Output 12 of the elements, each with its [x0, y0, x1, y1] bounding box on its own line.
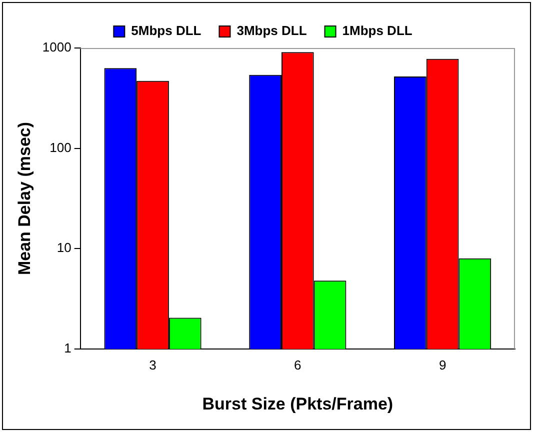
- y-tick-label: 10: [56, 240, 72, 256]
- y-tick-label: 1000: [42, 40, 72, 55]
- legend-label: 1Mbps DLL: [342, 23, 412, 38]
- y-tick-label: 100: [50, 140, 72, 155]
- x-axis-title: Burst Size (Pkts/Frame): [202, 394, 394, 414]
- legend-label: 3Mbps DLL: [236, 23, 307, 38]
- legend-label: 5Mbps DLL: [131, 23, 202, 38]
- x-tick-label: 6: [294, 357, 302, 372]
- y-tick-label: 1: [64, 340, 72, 356]
- x-tick-label: 3: [149, 357, 156, 372]
- x-tick-label: 9: [438, 357, 446, 372]
- y-axis-title: Mean Delay (msec): [14, 122, 34, 276]
